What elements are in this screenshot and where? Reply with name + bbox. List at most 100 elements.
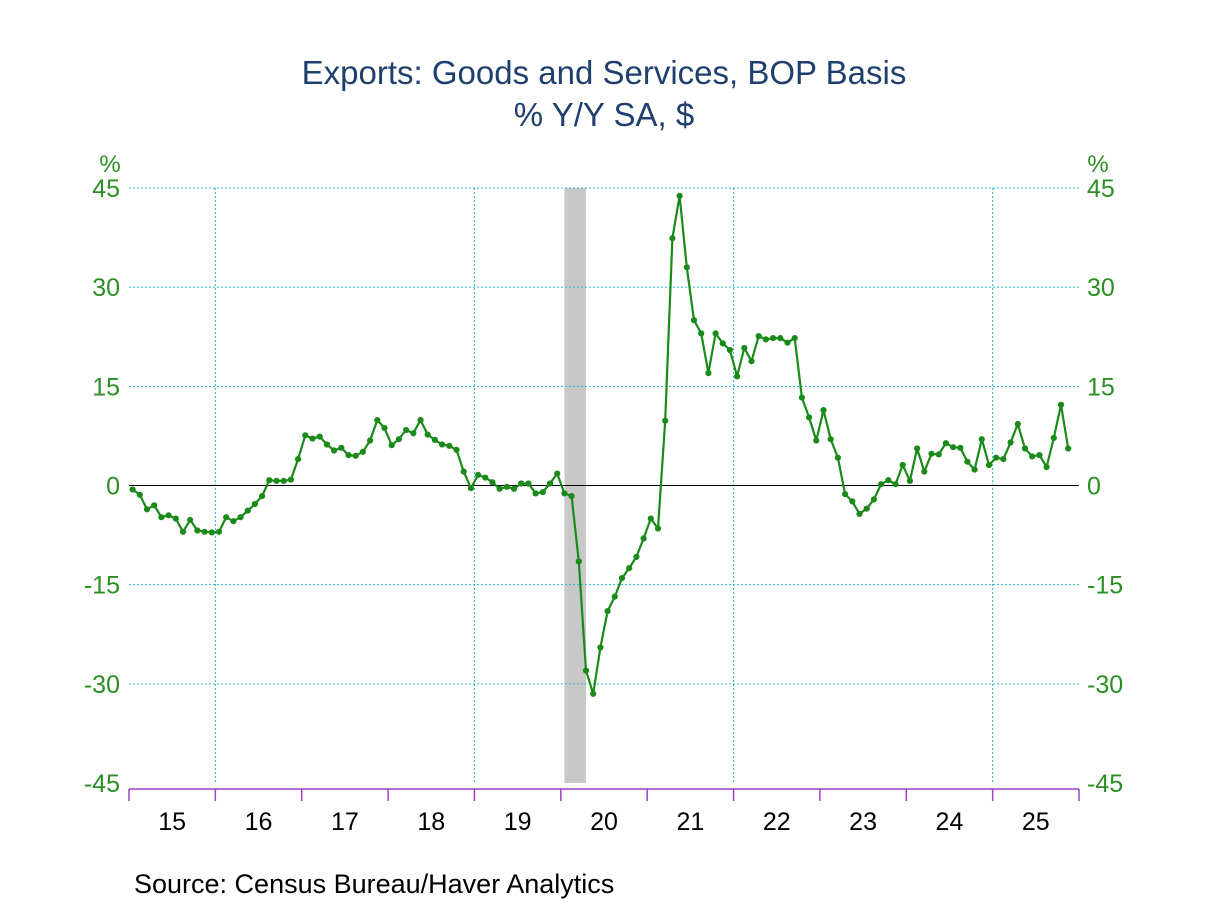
data-point bbox=[604, 608, 611, 615]
data-point bbox=[482, 474, 489, 481]
data-point bbox=[971, 466, 978, 473]
data-point bbox=[1014, 420, 1021, 428]
data-point bbox=[575, 558, 582, 565]
data-point bbox=[748, 358, 755, 365]
data-point bbox=[950, 444, 957, 451]
data-point bbox=[626, 565, 633, 572]
data-point bbox=[676, 192, 683, 199]
data-point bbox=[223, 514, 230, 521]
data-point bbox=[359, 448, 366, 455]
data-point bbox=[381, 424, 388, 432]
data-point bbox=[280, 477, 287, 484]
data-point bbox=[1021, 445, 1029, 452]
data-point bbox=[496, 485, 503, 492]
data-point bbox=[770, 335, 777, 342]
x-tick-label: 20 bbox=[590, 808, 618, 836]
data-point bbox=[784, 339, 791, 346]
x-tick-label: 24 bbox=[936, 808, 964, 836]
source-note: Source: Census Bureau/Haver Analytics bbox=[134, 869, 615, 899]
data-point bbox=[323, 441, 330, 448]
data-point bbox=[532, 490, 539, 497]
data-point bbox=[978, 436, 985, 443]
data-point bbox=[403, 426, 410, 434]
data-point bbox=[431, 436, 438, 443]
y-tick-label-right: 30 bbox=[1087, 274, 1115, 302]
data-point bbox=[1000, 456, 1007, 463]
data-point bbox=[611, 593, 618, 600]
data-point bbox=[1029, 453, 1036, 460]
data-point bbox=[424, 431, 431, 438]
data-point bbox=[1043, 463, 1050, 471]
data-point bbox=[1036, 452, 1043, 459]
y-tick-label-left: 0 bbox=[106, 473, 120, 501]
data-point bbox=[1057, 401, 1065, 408]
data-point bbox=[741, 344, 748, 352]
data-point bbox=[964, 458, 971, 465]
data-point bbox=[539, 489, 546, 496]
data-point bbox=[302, 432, 309, 439]
data-point bbox=[690, 317, 698, 324]
x-tick-label: 18 bbox=[417, 808, 445, 836]
y-tick-label-left: -30 bbox=[84, 671, 120, 699]
data-point bbox=[993, 454, 1000, 461]
data-point bbox=[755, 333, 762, 340]
data-point bbox=[510, 485, 518, 492]
data-point bbox=[647, 515, 654, 522]
data-point bbox=[820, 407, 827, 414]
data-point bbox=[719, 340, 726, 347]
data-point bbox=[654, 525, 662, 532]
y-tick-label-right: -15 bbox=[1087, 572, 1123, 600]
data-point bbox=[410, 430, 417, 437]
data-point bbox=[640, 535, 647, 542]
data-point bbox=[827, 436, 834, 443]
data-point bbox=[187, 516, 194, 524]
data-point bbox=[136, 491, 143, 498]
y-tick-label-right: -30 bbox=[1087, 671, 1123, 699]
data-point bbox=[849, 498, 856, 505]
data-point bbox=[892, 481, 899, 488]
data-point bbox=[842, 491, 849, 498]
data-point bbox=[712, 330, 719, 337]
chart-title: Exports: Goods and Services, BOP Basis bbox=[301, 54, 907, 91]
data-point bbox=[287, 476, 294, 483]
data-point bbox=[705, 370, 712, 377]
data-point bbox=[208, 529, 215, 536]
data-point bbox=[446, 442, 453, 449]
data-point bbox=[698, 330, 705, 337]
data-point bbox=[878, 481, 885, 488]
data-point bbox=[388, 442, 395, 449]
data-point bbox=[374, 417, 381, 424]
data-point bbox=[928, 450, 935, 457]
data-point bbox=[453, 446, 460, 453]
data-point bbox=[546, 480, 554, 487]
data-point bbox=[856, 510, 863, 517]
data-point bbox=[1065, 445, 1072, 452]
data-point bbox=[834, 454, 842, 461]
data-point bbox=[439, 441, 446, 448]
data-point bbox=[179, 528, 187, 535]
data-point bbox=[295, 456, 302, 463]
y-tick-label-left: -15 bbox=[84, 572, 120, 600]
x-tick-label: 15 bbox=[158, 808, 186, 836]
data-point bbox=[143, 506, 151, 513]
data-point bbox=[273, 477, 280, 484]
data-point bbox=[129, 486, 136, 493]
data-point bbox=[957, 444, 964, 451]
data-point bbox=[460, 468, 467, 475]
data-point bbox=[165, 512, 172, 519]
data-point bbox=[762, 336, 770, 343]
data-point bbox=[618, 575, 626, 582]
data-point bbox=[734, 373, 741, 380]
data-point bbox=[863, 505, 870, 512]
data-point bbox=[935, 451, 942, 458]
y-tick-label-left: 15 bbox=[92, 373, 120, 401]
data-point bbox=[417, 417, 424, 424]
data-point bbox=[633, 553, 640, 561]
data-point bbox=[813, 437, 820, 444]
data-point bbox=[251, 500, 258, 508]
x-tick-label: 17 bbox=[331, 808, 359, 836]
data-point bbox=[475, 471, 482, 478]
data-point bbox=[259, 493, 266, 500]
data-point bbox=[352, 452, 359, 459]
series-line bbox=[131, 194, 1070, 695]
